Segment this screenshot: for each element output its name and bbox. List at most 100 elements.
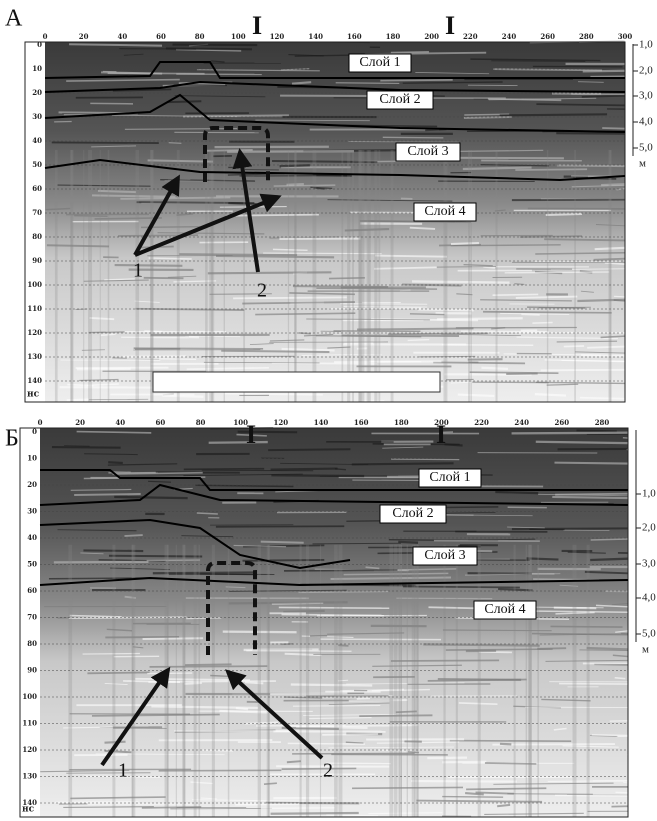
reflection-streak <box>540 368 626 372</box>
reflection-streak <box>504 271 610 274</box>
reflection-streak <box>320 638 442 641</box>
reflection-streak <box>331 753 448 756</box>
x-tick-label: 300 <box>618 32 633 41</box>
reflection-streak <box>148 480 171 483</box>
reflection-streak <box>260 540 304 544</box>
reflection-streak <box>143 276 184 280</box>
reflection-streak <box>88 398 149 401</box>
y-tick-label: 0 <box>37 40 42 49</box>
reflection-streak <box>105 636 180 639</box>
axis-strip <box>25 42 45 402</box>
reflection-streak <box>545 212 583 217</box>
reflection-streak <box>494 209 506 212</box>
reflection-streak <box>312 542 401 545</box>
reflection-streak <box>126 357 197 360</box>
reflection-streak <box>499 742 512 746</box>
reflection-streak <box>372 664 462 667</box>
reflection-streak <box>242 301 355 305</box>
x-tick-label: 80 <box>195 32 205 41</box>
blank-box <box>152 371 441 393</box>
reflection-streak <box>436 265 497 268</box>
reflection-streak <box>498 587 533 592</box>
reflection-streak <box>409 313 445 316</box>
reflection-streak <box>450 241 479 246</box>
depth-tick-label: 4,0 <box>642 592 656 604</box>
reflection-streak <box>511 431 629 435</box>
depth-tick-label: 2,0 <box>642 522 656 534</box>
x-tick-label: 20 <box>75 418 85 427</box>
reflection-streak <box>179 253 298 256</box>
layer-label: Слой 4 <box>484 602 525 617</box>
reflection-streak <box>283 696 323 699</box>
reflection-streak <box>279 164 310 168</box>
reflection-streak <box>192 799 305 802</box>
reflection-streak <box>278 606 390 610</box>
reflection-streak <box>462 166 532 171</box>
reflection-streak <box>51 445 121 449</box>
reflection-streak <box>382 136 444 139</box>
reflection-streak <box>63 806 154 809</box>
reflection-streak <box>114 263 183 267</box>
reflection-streak <box>233 544 287 548</box>
reflection-streak <box>563 345 585 348</box>
reflection-streak <box>562 745 619 748</box>
reflection-streak <box>449 739 572 743</box>
reflection-streak <box>184 682 202 685</box>
reflection-streak <box>589 735 618 737</box>
reflection-streak <box>348 699 408 702</box>
x-tick-label: 140 <box>314 418 329 427</box>
reflection-streak <box>574 351 626 354</box>
reflection-streak <box>553 727 567 731</box>
reflection-streak <box>535 252 626 255</box>
reflection-streak <box>107 463 178 466</box>
reflection-streak <box>579 396 626 400</box>
reflection-streak <box>352 786 464 790</box>
reflection-streak <box>81 349 105 351</box>
reflection-streak <box>582 69 626 73</box>
reflection-streak <box>284 569 398 572</box>
reflection-streak <box>190 781 214 785</box>
reflection-streak <box>492 743 615 746</box>
reflection-streak <box>345 741 364 744</box>
reflection-streak <box>176 212 194 217</box>
reflection-streak <box>134 300 160 303</box>
depth-tick-label: 3,0 <box>639 90 653 102</box>
reflection-streak <box>581 94 626 98</box>
reflection-streak <box>483 310 612 314</box>
reflection-streak <box>287 742 365 745</box>
arrow <box>100 666 171 767</box>
reflection-streak <box>104 749 132 754</box>
reflection-streak <box>207 271 332 275</box>
x-tick-label: 240 <box>502 32 517 41</box>
reflection-streak <box>468 538 536 541</box>
reflection-streak <box>306 318 430 321</box>
reflection-streak <box>124 595 136 599</box>
reflection-streak <box>409 226 436 230</box>
reflection-streak <box>69 43 163 47</box>
reflection-streak <box>578 81 604 83</box>
x-tick-label: 260 <box>540 32 555 41</box>
reflection-streak <box>356 697 371 700</box>
reflection-streak <box>203 361 320 364</box>
reflection-streak <box>124 534 143 537</box>
reflection-streak <box>445 648 553 651</box>
reflection-streak <box>484 812 584 815</box>
reflection-streak <box>556 164 626 168</box>
reflection-streak <box>104 683 128 686</box>
reflection-streak <box>492 293 539 297</box>
profile-marker: I <box>246 420 256 449</box>
reflection-streak <box>123 53 144 56</box>
reflection-streak <box>296 724 419 728</box>
layer-label-box <box>366 90 434 110</box>
reflection-streak <box>289 292 355 296</box>
y-tick-label: 70 <box>32 208 42 217</box>
reflection-streak <box>334 360 442 364</box>
y-tick-label: 140 <box>27 376 42 385</box>
reflection-streak <box>436 317 523 321</box>
reflection-streak <box>407 751 420 754</box>
reflection-streak <box>343 306 428 308</box>
layer-boundary <box>44 80 626 93</box>
reflection-streak <box>166 100 202 104</box>
reflection-streak <box>108 461 123 465</box>
arrow <box>133 174 180 256</box>
